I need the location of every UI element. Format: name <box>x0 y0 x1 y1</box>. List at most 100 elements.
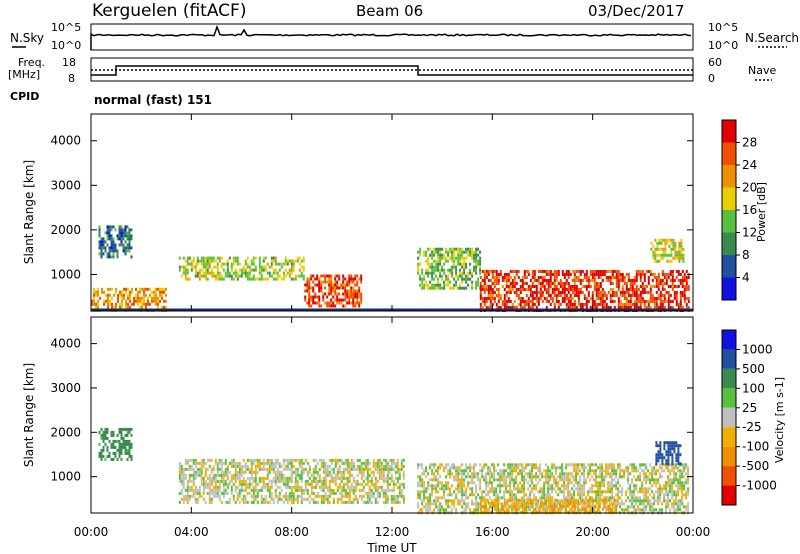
echo-cell <box>463 259 466 263</box>
echo-cell <box>421 481 424 485</box>
echo-cell <box>681 475 684 479</box>
y-tick-label: 4000 <box>50 134 81 148</box>
echo-cell <box>441 484 444 488</box>
echo-cell <box>344 476 347 480</box>
echo-cell <box>477 502 480 506</box>
echo-cell <box>503 478 506 482</box>
echo-cell <box>541 490 544 494</box>
echo-cell <box>302 467 305 471</box>
echo-cell <box>348 283 351 287</box>
echo-cell <box>461 277 464 281</box>
echo-cell <box>587 291 590 294</box>
echo-cell <box>517 270 520 273</box>
echo-cell <box>264 482 267 486</box>
echo-cell <box>583 285 586 288</box>
echo-cell <box>681 484 684 488</box>
echo-cell <box>669 508 672 512</box>
echo-cell <box>679 499 682 503</box>
echo-cell <box>503 273 506 276</box>
echo-cell <box>663 276 666 279</box>
echo-cell <box>609 481 612 485</box>
echo-cell <box>354 295 357 299</box>
echo-cell <box>178 265 181 269</box>
echo-cell <box>561 288 564 291</box>
echo-cell <box>547 490 550 494</box>
echo-cell <box>539 297 542 300</box>
echo-cell <box>186 491 189 495</box>
echo-cell <box>469 262 472 266</box>
echo-cell <box>465 487 468 491</box>
echo-cell <box>116 252 119 256</box>
echo-cell <box>503 276 506 279</box>
echo-cell <box>680 256 683 260</box>
echo-cell <box>467 250 470 254</box>
echo-cell <box>567 487 570 491</box>
echo-cell <box>647 475 650 479</box>
echo-cell <box>559 294 562 297</box>
echo-cell <box>346 500 349 504</box>
echo-cell <box>465 508 468 512</box>
echo-cell <box>507 463 510 467</box>
echo-cell <box>475 280 478 284</box>
echo-cell <box>589 306 592 309</box>
echo-cell <box>232 262 235 266</box>
echo-cell <box>194 497 197 501</box>
echo-cell <box>625 282 628 285</box>
echo-cell <box>262 265 265 269</box>
echo-cell <box>282 274 285 278</box>
echo-cell <box>509 469 512 473</box>
echo-cell <box>302 277 305 281</box>
echo-cell <box>376 494 379 498</box>
echo-cell <box>573 288 576 291</box>
echo-cell <box>362 473 365 477</box>
echo-cell <box>678 259 681 263</box>
echo-cell <box>459 478 462 482</box>
echo-cell <box>143 296 145 300</box>
echo-cell <box>659 508 662 512</box>
echo-cell <box>224 262 227 266</box>
echo-cell <box>202 259 205 263</box>
echo-cell <box>104 231 107 235</box>
echo-cell <box>382 476 385 480</box>
echo-cell <box>613 507 616 511</box>
echo-cell <box>384 476 387 480</box>
echo-cell <box>663 294 666 297</box>
echo-cell <box>336 485 339 489</box>
echo-cell <box>481 472 484 476</box>
echo-cell <box>489 285 492 288</box>
echo-cell <box>672 247 675 251</box>
echo-cell <box>338 485 341 489</box>
echo-cell <box>489 297 492 300</box>
echo-cell <box>599 475 602 479</box>
echo-cell <box>613 276 616 279</box>
echo-cell <box>208 500 211 504</box>
echo-cell <box>471 280 474 284</box>
echo-cell <box>649 285 652 288</box>
echo-cell <box>547 466 550 470</box>
echo-cell <box>124 451 127 455</box>
echo-cell <box>485 481 488 485</box>
echo-cell <box>182 500 185 504</box>
echo-cell <box>667 291 670 294</box>
echo-cell <box>310 473 313 477</box>
echo-cell <box>441 496 444 500</box>
echo-cell <box>625 466 628 470</box>
echo-cell <box>346 464 349 468</box>
echo-cell <box>563 472 566 476</box>
echo-cell <box>655 306 658 309</box>
echo-cell <box>102 237 105 241</box>
echo-cell <box>296 479 299 483</box>
echo-cell <box>461 265 464 269</box>
echo-cell <box>220 476 223 480</box>
echo-cell <box>120 427 123 431</box>
echo-cell <box>651 294 654 297</box>
colorbar-swatch <box>722 120 736 143</box>
echo-cell <box>143 302 145 306</box>
echo-cell <box>581 472 584 476</box>
echo-cell <box>121 305 123 309</box>
echo-cell <box>340 298 343 302</box>
echo-cell <box>308 482 311 486</box>
echo-cell <box>631 294 634 297</box>
echo-cell <box>421 502 424 506</box>
echo-cell <box>567 501 570 505</box>
